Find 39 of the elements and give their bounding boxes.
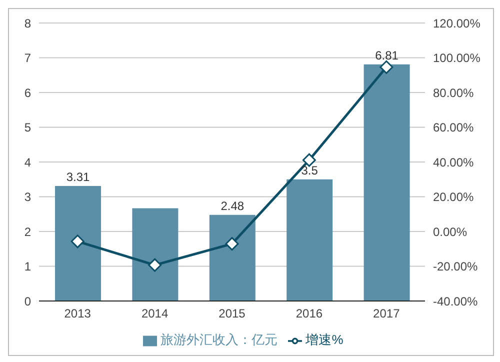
y-tick-label: 6 [24, 86, 32, 100]
y2-tick-label: 80.00% [433, 86, 474, 100]
point [225, 237, 239, 251]
y-tick-label: 2 [24, 224, 32, 239]
x-tick-label: 2014 [141, 306, 168, 321]
y2-tick-label: 60.00% [433, 120, 474, 135]
y-tick-label: 3 [24, 190, 32, 204]
point [148, 258, 162, 272]
legend-label: 旅游外汇收入：亿元 [160, 332, 278, 347]
y-tick-label: 5 [24, 120, 32, 135]
bar [286, 179, 333, 301]
y-tick-label: 7 [24, 51, 32, 66]
legend-label: 增速% [306, 332, 344, 347]
data-label: 6.81 [375, 48, 399, 62]
bar [209, 214, 256, 301]
y-tick-label: 8 [24, 16, 32, 30]
x-tick-label: 2016 [296, 306, 323, 321]
y2-tick-label: 20.00% [433, 190, 474, 204]
point [70, 234, 84, 248]
data-label: 3.31 [66, 170, 90, 184]
bar [55, 186, 101, 301]
bar [364, 64, 410, 301]
y2-tick-label: 120.00% [433, 16, 481, 30]
x-tick-label: 2013 [64, 306, 92, 321]
y2-tick-label: 0.00% [433, 224, 468, 239]
y-tick-label: 4 [24, 155, 32, 170]
y2-tick-label: -20.00% [433, 260, 478, 274]
point [302, 153, 316, 167]
y2-tick-label: 40.00% [433, 155, 474, 170]
bar [132, 208, 178, 301]
y2-tick-label: 100.00% [433, 51, 481, 66]
data-label: 2.48 [220, 198, 244, 213]
y-tick-label: 1 [24, 260, 32, 274]
x-tick-label: 2017 [373, 306, 400, 321]
y-tick-label: 0 [24, 294, 32, 308]
data-label: 3.5 [301, 163, 318, 178]
y2-tick-label: -40.00% [433, 294, 478, 308]
x-tick-label: 2015 [218, 306, 246, 321]
point [380, 60, 394, 74]
